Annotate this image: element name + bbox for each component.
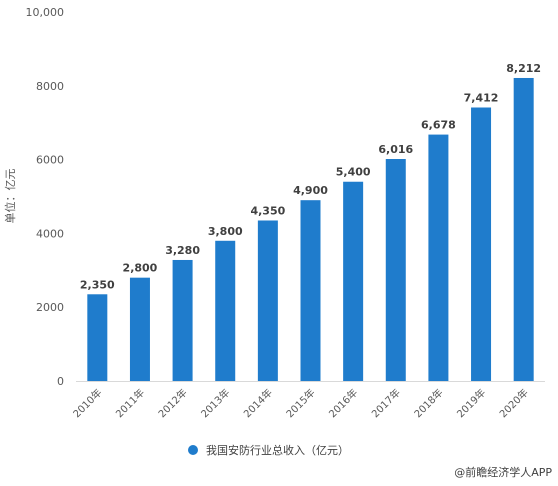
y-axis-label: 单位：亿元 [3, 169, 17, 224]
x-tick-label: 2020年 [497, 386, 531, 420]
x-tick-label: 2016年 [326, 386, 360, 420]
bar [428, 134, 449, 381]
legend-label: 我国安防行业总收入（亿元） [206, 444, 349, 457]
bar [385, 159, 406, 381]
bar [513, 77, 534, 381]
y-tick-label: 2000 [36, 301, 64, 314]
x-tick-label: 2019年 [454, 386, 488, 420]
legend-marker [188, 445, 198, 455]
y-tick-label: 6000 [36, 154, 64, 167]
bars [87, 77, 534, 382]
x-tick-label: 2011年 [113, 386, 147, 420]
data-label: 4,350 [250, 204, 285, 217]
data-label: 4,900 [293, 184, 328, 197]
data-label: 6,678 [421, 119, 456, 132]
data-label: 7,412 [464, 91, 499, 104]
data-label: 2,800 [123, 262, 158, 275]
y-tick-label: 8000 [36, 80, 64, 93]
bar [300, 200, 321, 381]
x-tick-label: 2012年 [155, 386, 189, 420]
x-tick-label: 2014年 [241, 386, 275, 420]
value-labels: 2,350 2,800 3,280 3,800 4,350 4,900 5,400 6,016… [80, 62, 541, 291]
data-label: 5,400 [336, 166, 371, 179]
source-credit: @前瞻经济学人APP [454, 466, 552, 479]
data-label: 3,800 [208, 225, 243, 238]
bar [129, 277, 150, 381]
bar [215, 240, 236, 381]
x-tick-label: 2013年 [198, 386, 232, 420]
y-axis-ticks: 0 2000 4000 6000 8000 10,000 [26, 6, 65, 388]
bar [87, 294, 108, 381]
y-tick-label: 0 [57, 375, 64, 388]
bar [471, 107, 492, 382]
x-axis-ticks: 2010年 2011年 2012年 2013年 2014年 2015年 2016年 2017年… [70, 386, 531, 420]
data-label: 3,280 [165, 244, 200, 257]
bar [172, 259, 193, 381]
bar [257, 220, 278, 381]
x-tick-label: 2018年 [411, 386, 445, 420]
data-label: 6,016 [378, 143, 413, 156]
x-tick-label: 2015年 [283, 386, 317, 420]
data-label: 2,350 [80, 278, 115, 291]
y-tick-label: 10,000 [26, 6, 65, 19]
data-label: 8,212 [506, 62, 541, 75]
bar [343, 181, 364, 381]
x-tick-label: 2010年 [70, 386, 104, 420]
y-tick-label: 4000 [36, 227, 64, 240]
y-axis-title: 单位：亿元 [3, 169, 17, 224]
legend: 我国安防行业总收入（亿元） [188, 442, 349, 458]
x-tick-label: 2017年 [369, 386, 403, 420]
